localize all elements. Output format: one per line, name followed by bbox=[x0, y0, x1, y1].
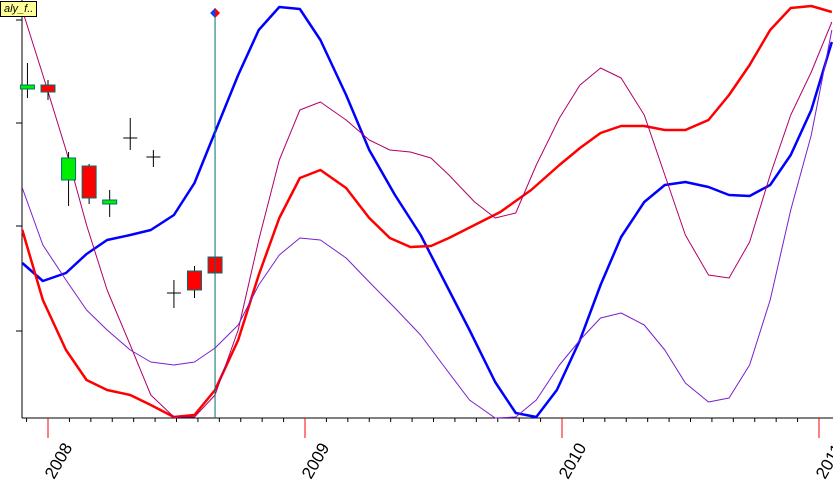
indicator-label[interactable]: aly_f.. bbox=[0, 1, 38, 17]
x-tick-label: 2009 bbox=[298, 440, 333, 482]
x-tick-label: 2011 bbox=[812, 441, 833, 482]
x-tick-label: 2010 bbox=[555, 440, 590, 482]
series-line-blue bbox=[21, 5, 833, 419]
cursor-diamond-left bbox=[210, 8, 216, 18]
series-line-red bbox=[21, 4, 833, 419]
candle-body bbox=[186, 270, 202, 291]
candle-body bbox=[81, 165, 97, 199]
x-tick-label: 2008 bbox=[41, 440, 76, 482]
series-line-magenta bbox=[21, 9, 833, 418]
series-line-purple bbox=[21, 29, 833, 419]
cursor-diamond-right bbox=[215, 8, 221, 18]
candle-body bbox=[102, 199, 118, 205]
candle-body bbox=[61, 157, 77, 181]
candle-body bbox=[40, 84, 56, 93]
candle-body bbox=[19, 84, 35, 90]
